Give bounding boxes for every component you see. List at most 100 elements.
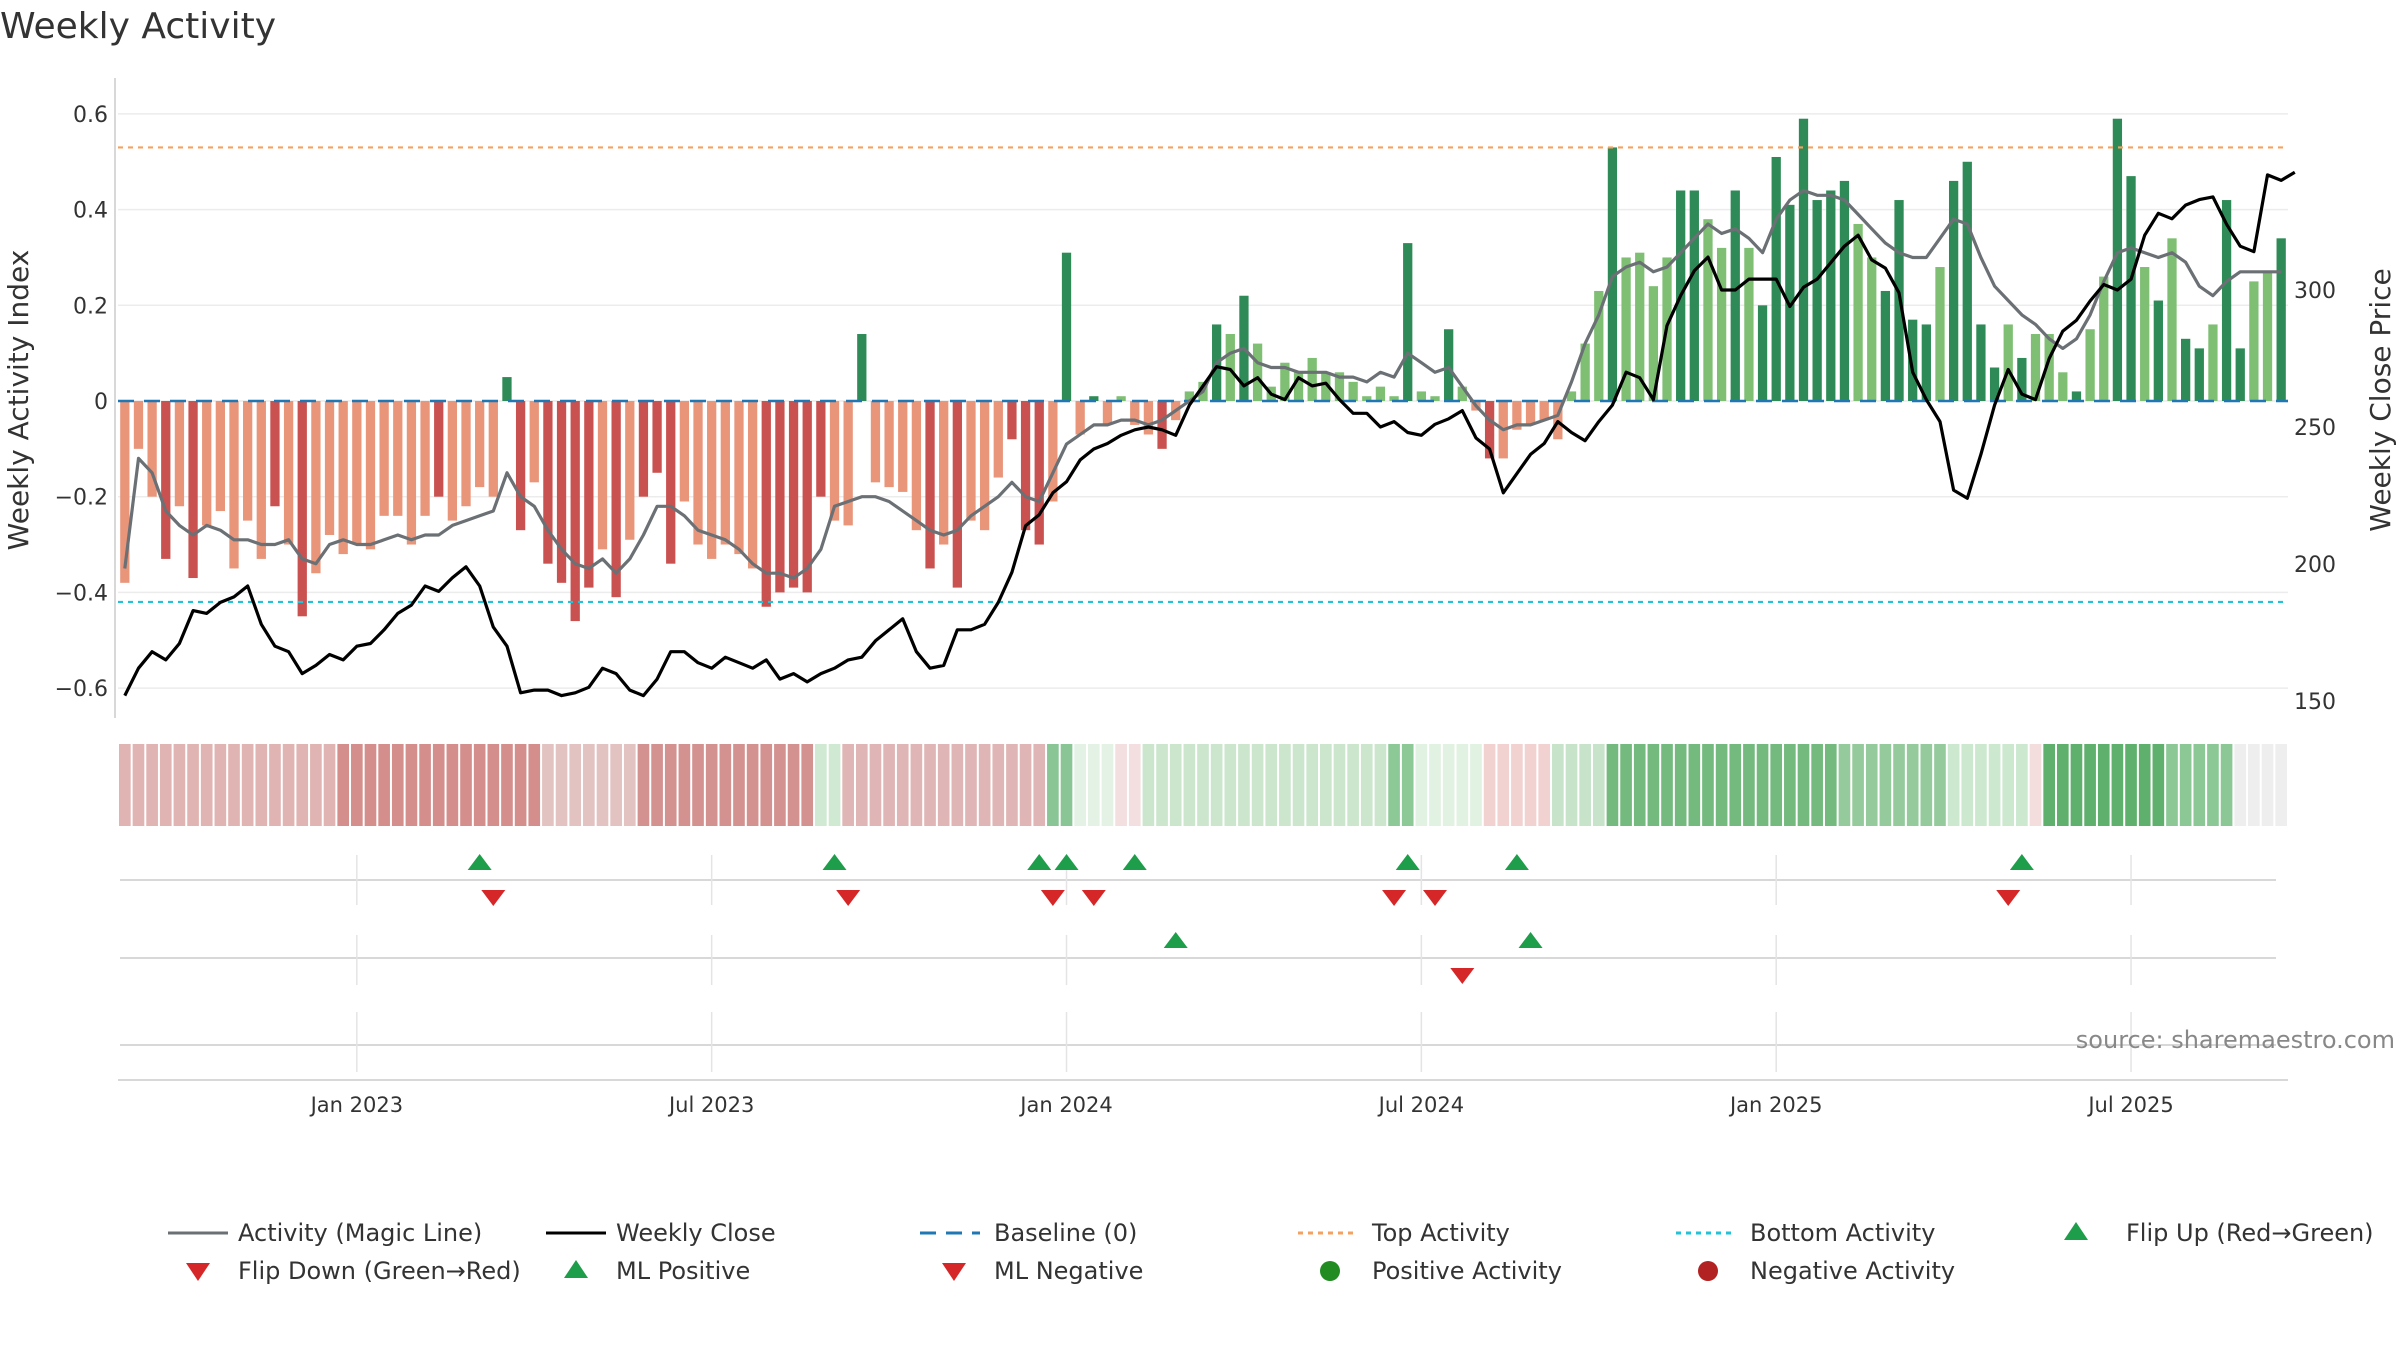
strip-cell xyxy=(2070,744,2083,826)
activity-bar xyxy=(202,401,212,526)
left-tick-label: 0.2 xyxy=(73,294,108,319)
strip-cell xyxy=(1019,744,1032,826)
activity-bar xyxy=(1252,343,1263,401)
activity-bar xyxy=(324,401,335,535)
activity-bar xyxy=(2276,238,2286,401)
activity-bar xyxy=(1321,372,1331,401)
activity-bar xyxy=(1116,396,1126,401)
flip-down-marker xyxy=(1423,890,1448,906)
strip-cell xyxy=(1784,744,1796,826)
activity-bar xyxy=(256,401,266,559)
activity-bar xyxy=(1621,257,1631,401)
strip-cell xyxy=(1688,744,1701,826)
strip-cell xyxy=(419,744,431,826)
activity-bar xyxy=(1812,200,1822,401)
activity-bar xyxy=(243,401,253,521)
strip-cell xyxy=(1893,744,1905,826)
strip-cell xyxy=(2043,744,2055,826)
date-axis: Jan 2023 Jul 2023 Jan 2024 Jul 2024 Jan 2025… xyxy=(309,1093,2174,1117)
activity-bar xyxy=(2099,276,2109,401)
activity-bar xyxy=(2262,271,2273,401)
legend-ml-positive-icon xyxy=(564,1260,588,1278)
activity-bar xyxy=(2235,348,2245,401)
strip-cell xyxy=(2138,744,2151,826)
legend-flip-up-icon xyxy=(2064,1222,2088,1240)
date-tick-label: Jul 2025 xyxy=(2086,1093,2173,1117)
activity-bar xyxy=(966,401,976,521)
strip-cell xyxy=(1320,744,1332,826)
strip-cell xyxy=(1756,744,1769,826)
activity-bar xyxy=(447,401,458,521)
strip-cell xyxy=(1197,744,1209,826)
activity-bar xyxy=(1348,381,1358,401)
activity-bar xyxy=(1430,396,1440,401)
strip-cell xyxy=(828,744,841,826)
activity-bar xyxy=(843,401,853,526)
activity-bar xyxy=(775,401,785,593)
strip-cell xyxy=(1374,744,1387,826)
left-tick-label: −0.4 xyxy=(55,581,108,606)
activity-bar xyxy=(925,401,935,569)
signal-marker-panel xyxy=(118,854,2288,1081)
activity-bar xyxy=(1061,252,1072,401)
strip-cell xyxy=(719,744,732,826)
activity-bar xyxy=(2153,300,2163,401)
strip-cell xyxy=(1047,744,1059,826)
activity-bar xyxy=(652,401,662,473)
strip-cell xyxy=(1470,744,1482,826)
strip-cell xyxy=(296,744,309,826)
strip-cell xyxy=(869,744,882,826)
activity-bar xyxy=(502,377,512,401)
strip-cell xyxy=(1661,744,1673,826)
strip-cell xyxy=(1729,744,1742,826)
activity-bar xyxy=(2044,334,2054,401)
activity-bar xyxy=(611,401,621,598)
weekly-close-line xyxy=(123,170,2296,698)
strip-cell xyxy=(1483,744,1496,826)
ml-positive-marker xyxy=(1163,932,1188,948)
activity-bar xyxy=(338,401,348,555)
activity-bar xyxy=(1703,219,1713,401)
activity-bar xyxy=(488,401,498,497)
strip-cell xyxy=(692,744,704,826)
activity-bar xyxy=(707,401,717,559)
strip-cell xyxy=(1142,744,1155,826)
strip-cell xyxy=(2097,744,2110,826)
magic-line xyxy=(123,188,2282,580)
strip-cell xyxy=(1838,744,1851,826)
strip-cell xyxy=(2029,744,2042,826)
activity-bar xyxy=(1444,329,1454,401)
strip-cell xyxy=(310,744,322,826)
strip-cell xyxy=(1934,744,1946,826)
strip-cell xyxy=(1702,744,1714,826)
strip-cell xyxy=(1074,744,1086,826)
activity-bar xyxy=(1280,362,1290,401)
strip-cell xyxy=(583,744,595,826)
activity-bar xyxy=(979,401,990,531)
strip-cell xyxy=(1620,744,1632,826)
strip-cell xyxy=(760,744,773,826)
activity-bar xyxy=(1184,391,1194,401)
activity-bar xyxy=(515,401,526,531)
activity-bar xyxy=(638,401,649,497)
strip-cell xyxy=(2261,744,2274,826)
activity-bar xyxy=(857,334,867,401)
activity-bar xyxy=(2030,334,2041,401)
right-tick-label: 150 xyxy=(2294,690,2336,715)
activity-bar xyxy=(2126,176,2136,401)
activity-bar xyxy=(188,401,198,579)
strip-cell xyxy=(1333,744,1346,826)
date-tick-label: Jul 2023 xyxy=(667,1093,754,1117)
activity-bar xyxy=(1362,396,1372,401)
strip-cell xyxy=(637,744,650,826)
strip-cell xyxy=(896,744,909,826)
activity-bar xyxy=(1403,243,1413,401)
strip-cell xyxy=(978,744,991,826)
strip-cell xyxy=(2084,744,2096,826)
flip-up-marker xyxy=(2009,854,2034,870)
activity-bar xyxy=(1225,334,1235,401)
activity-bar xyxy=(1525,401,1536,425)
activity-bar xyxy=(2058,372,2068,401)
strip-cell xyxy=(1388,744,1400,826)
strip-cell xyxy=(1947,744,1960,826)
